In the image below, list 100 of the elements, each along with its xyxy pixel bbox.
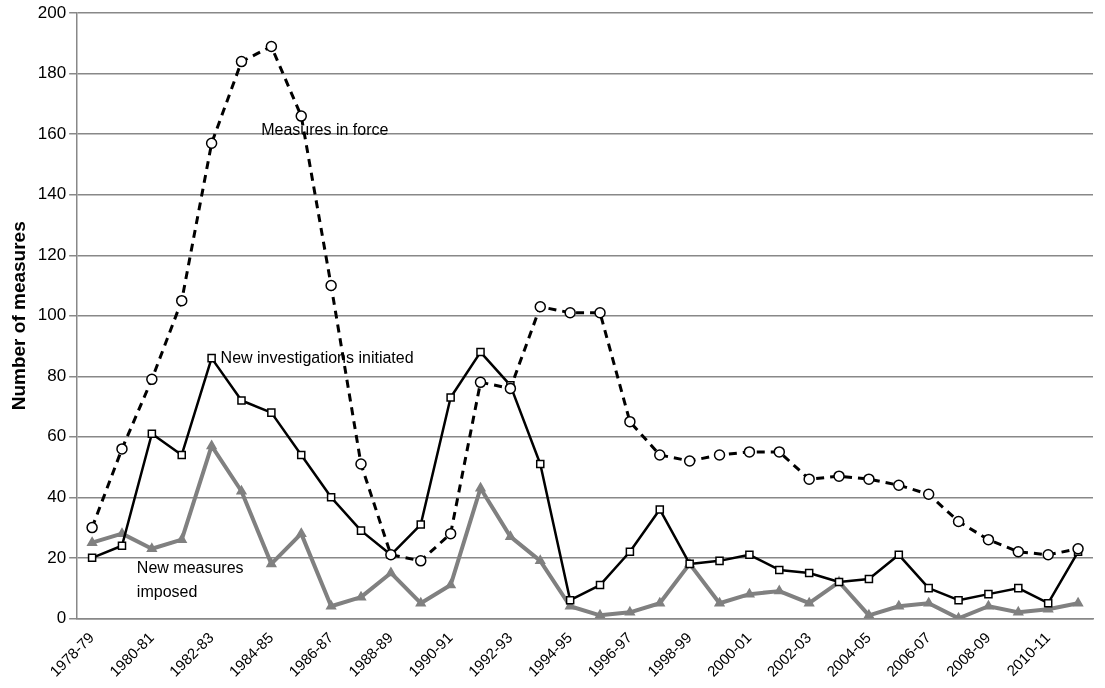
point bbox=[745, 550, 754, 560]
point bbox=[893, 600, 904, 610]
y-tick-label: 180 bbox=[37, 63, 67, 83]
point bbox=[476, 347, 485, 357]
point bbox=[922, 488, 935, 501]
y-axis-title: Number of measures bbox=[7, 221, 29, 411]
point bbox=[87, 553, 97, 563]
y-tick-label: 40 bbox=[47, 487, 67, 506]
point bbox=[266, 558, 277, 568]
point bbox=[1013, 606, 1024, 616]
point bbox=[893, 479, 905, 491]
point bbox=[296, 450, 306, 460]
point bbox=[804, 568, 814, 578]
point bbox=[864, 574, 874, 584]
point bbox=[804, 597, 815, 607]
y-tick-label: 200 bbox=[37, 2, 67, 22]
point bbox=[416, 520, 426, 529]
point bbox=[954, 595, 963, 605]
point bbox=[175, 294, 188, 307]
y-tick-label: 120 bbox=[37, 244, 67, 264]
point bbox=[267, 408, 276, 417]
point bbox=[744, 588, 755, 598]
point bbox=[923, 597, 934, 607]
point bbox=[624, 606, 635, 616]
point bbox=[355, 458, 367, 470]
point bbox=[265, 40, 278, 53]
point bbox=[206, 440, 217, 450]
point bbox=[325, 279, 337, 292]
y-tick-label: 140 bbox=[37, 184, 67, 204]
point bbox=[565, 595, 575, 605]
point bbox=[715, 556, 724, 566]
point bbox=[87, 536, 98, 546]
series-label: Measures in force bbox=[261, 121, 389, 139]
point bbox=[295, 110, 307, 122]
point bbox=[833, 470, 845, 482]
point bbox=[205, 137, 218, 150]
y-tick-label: 20 bbox=[47, 547, 67, 567]
point bbox=[984, 589, 993, 599]
y-tick-label: 60 bbox=[47, 426, 67, 446]
y-tick-label: 0 bbox=[56, 608, 67, 628]
point bbox=[624, 415, 636, 428]
point bbox=[207, 353, 216, 363]
point bbox=[534, 300, 547, 313]
point bbox=[235, 55, 248, 68]
point bbox=[237, 396, 246, 405]
point bbox=[445, 579, 456, 589]
point bbox=[236, 485, 247, 495]
point bbox=[594, 307, 606, 319]
point bbox=[117, 541, 127, 551]
point bbox=[535, 555, 546, 565]
point bbox=[863, 473, 875, 485]
point bbox=[982, 533, 995, 546]
point bbox=[1072, 543, 1084, 555]
point bbox=[714, 597, 725, 607]
point bbox=[355, 591, 367, 601]
point bbox=[983, 600, 994, 610]
point bbox=[446, 393, 455, 402]
point bbox=[594, 609, 606, 619]
point bbox=[654, 449, 666, 461]
point bbox=[475, 482, 486, 492]
point bbox=[535, 459, 545, 469]
point bbox=[1014, 583, 1023, 593]
series-label: New investigations initiated bbox=[220, 348, 414, 366]
point bbox=[116, 443, 128, 455]
point bbox=[775, 565, 784, 575]
point bbox=[1042, 549, 1054, 561]
series-label: New measures imposed bbox=[136, 558, 244, 600]
point bbox=[326, 493, 336, 502]
point bbox=[654, 597, 665, 607]
point bbox=[924, 583, 933, 593]
point bbox=[683, 455, 696, 467]
point bbox=[474, 376, 487, 389]
point bbox=[773, 446, 786, 458]
point bbox=[1043, 598, 1053, 608]
point bbox=[894, 550, 904, 560]
point bbox=[415, 597, 426, 607]
point bbox=[595, 580, 605, 590]
point bbox=[415, 555, 427, 567]
point bbox=[504, 382, 517, 395]
point bbox=[655, 505, 665, 514]
point bbox=[952, 515, 965, 528]
y-tick-label: 100 bbox=[37, 305, 67, 325]
point bbox=[296, 527, 307, 537]
point bbox=[177, 450, 187, 460]
point bbox=[86, 521, 98, 534]
point bbox=[564, 307, 576, 319]
point bbox=[444, 527, 457, 540]
point bbox=[1012, 546, 1025, 558]
point bbox=[147, 429, 157, 439]
point bbox=[1072, 597, 1084, 607]
point bbox=[625, 547, 635, 557]
point bbox=[385, 567, 396, 577]
point bbox=[146, 373, 158, 386]
point bbox=[863, 609, 874, 619]
point bbox=[743, 446, 756, 458]
point bbox=[713, 449, 726, 461]
y-tick-label: 80 bbox=[47, 365, 67, 385]
point bbox=[803, 473, 815, 485]
y-tick-label: 160 bbox=[37, 123, 67, 143]
point bbox=[356, 526, 366, 535]
